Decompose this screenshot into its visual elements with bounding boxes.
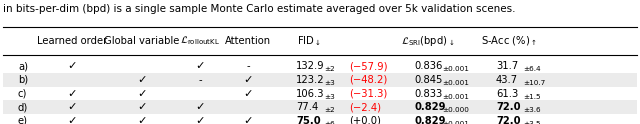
Bar	[3, 100, 637, 114]
Text: 0.829: 0.829	[415, 102, 446, 112]
Text: 72.0: 72.0	[496, 102, 520, 112]
Text: c): c)	[18, 89, 28, 99]
Text: 75.0: 75.0	[296, 116, 321, 124]
Text: $\mathcal{L}_{\mathsf{SRI}}\mathsf{(bpd)}_{\downarrow}$: $\mathcal{L}_{\mathsf{SRI}}\mathsf{(bpd)…	[401, 34, 454, 48]
Bar	[3, 73, 637, 87]
Text: 0.836: 0.836	[415, 61, 443, 71]
Text: ✓: ✓	[196, 61, 205, 71]
Text: ±3: ±3	[324, 94, 335, 100]
Text: ✓: ✓	[138, 102, 147, 112]
Text: ✓: ✓	[244, 89, 253, 99]
Text: ✓: ✓	[196, 116, 205, 124]
Text: ±6: ±6	[324, 121, 335, 124]
Text: ✓: ✓	[138, 75, 147, 85]
Text: ✓: ✓	[244, 116, 253, 124]
Text: Global variable: Global variable	[104, 36, 180, 46]
Text: e): e)	[18, 116, 28, 124]
Text: 43.7: 43.7	[496, 75, 518, 85]
Text: ±3.6: ±3.6	[523, 107, 541, 113]
Text: ±3.5: ±3.5	[523, 121, 541, 124]
Text: ±0.001: ±0.001	[442, 66, 469, 72]
Text: (−31.3): (−31.3)	[349, 89, 388, 99]
Text: -: -	[246, 61, 250, 71]
Text: 0.829: 0.829	[415, 116, 446, 124]
Text: ±6.4: ±6.4	[523, 66, 541, 72]
Text: ✓: ✓	[138, 116, 147, 124]
Text: 106.3: 106.3	[296, 89, 325, 99]
Text: ±0.001: ±0.001	[442, 121, 469, 124]
Text: ±2: ±2	[324, 107, 335, 113]
Text: -: -	[198, 75, 202, 85]
Text: 61.3: 61.3	[496, 89, 518, 99]
Text: 72.0: 72.0	[496, 116, 520, 124]
Text: d): d)	[18, 102, 28, 112]
Text: $\mathcal{L}_{\mathsf{rolloutKL}}$: $\mathcal{L}_{\mathsf{rolloutKL}}$	[180, 34, 220, 47]
Text: FID$_{\downarrow}$: FID$_{\downarrow}$	[297, 34, 321, 47]
Text: ✓: ✓	[67, 116, 76, 124]
Text: (−57.9): (−57.9)	[349, 61, 388, 71]
Text: (+0.0): (+0.0)	[349, 116, 381, 124]
Text: (−48.2): (−48.2)	[349, 75, 388, 85]
Text: ±0.000: ±0.000	[442, 107, 469, 113]
Text: in bits-per-dim (bpd) is a single sample Monte Carlo estimate averaged over 5k v: in bits-per-dim (bpd) is a single sample…	[3, 4, 516, 14]
Text: ✓: ✓	[244, 75, 253, 85]
Text: ±0.001: ±0.001	[442, 94, 469, 100]
Text: (−2.4): (−2.4)	[349, 102, 381, 112]
Text: 123.2: 123.2	[296, 75, 325, 85]
Text: b): b)	[18, 75, 28, 85]
Text: Attention: Attention	[225, 36, 271, 46]
Text: S-Acc (%)$_{\uparrow}$: S-Acc (%)$_{\uparrow}$	[481, 34, 537, 48]
Text: ±0.001: ±0.001	[442, 80, 469, 86]
Text: ±3: ±3	[324, 80, 335, 86]
Text: ✓: ✓	[67, 61, 76, 71]
Text: 31.7: 31.7	[496, 61, 518, 71]
Text: ✓: ✓	[67, 102, 76, 112]
Text: 77.4: 77.4	[296, 102, 319, 112]
Text: ±1.5: ±1.5	[523, 94, 541, 100]
Text: ✓: ✓	[67, 89, 76, 99]
Text: Learned order: Learned order	[36, 36, 107, 46]
Text: ±10.7: ±10.7	[523, 80, 545, 86]
Text: ✓: ✓	[138, 89, 147, 99]
Text: a): a)	[18, 61, 28, 71]
Text: ✓: ✓	[196, 102, 205, 112]
Text: 132.9: 132.9	[296, 61, 325, 71]
Text: ±2: ±2	[324, 66, 335, 72]
Text: 0.833: 0.833	[415, 89, 443, 99]
Text: 0.845: 0.845	[415, 75, 443, 85]
